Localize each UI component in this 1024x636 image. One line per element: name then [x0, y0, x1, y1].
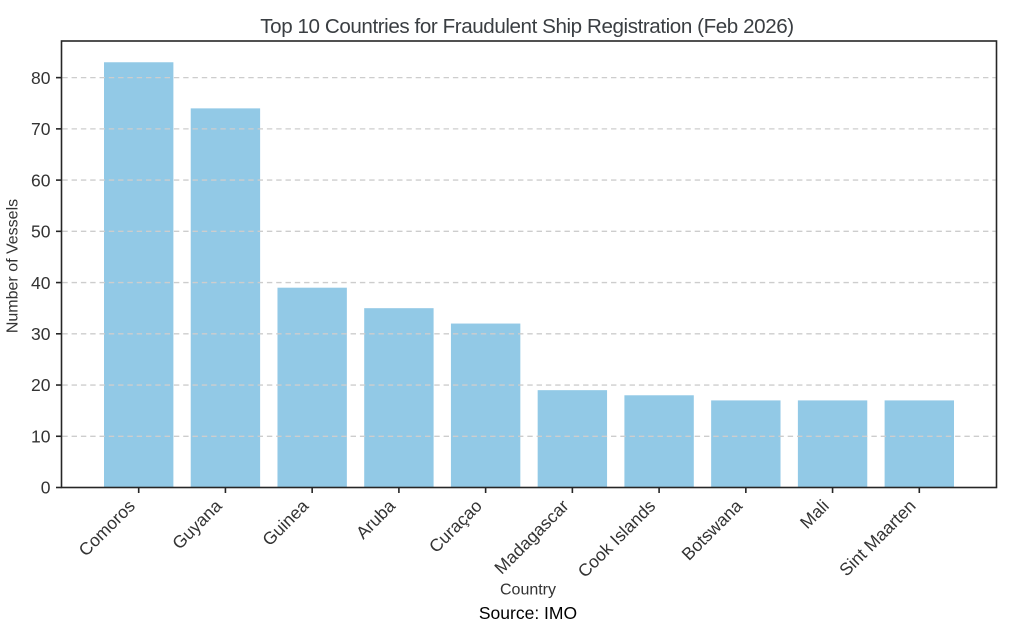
svg-text:0: 0 — [41, 478, 51, 498]
svg-text:Country: Country — [500, 581, 556, 598]
svg-text:40: 40 — [31, 273, 51, 293]
svg-text:60: 60 — [31, 170, 51, 190]
svg-text:50: 50 — [31, 222, 51, 242]
svg-text:80: 80 — [31, 68, 51, 88]
svg-text:70: 70 — [31, 119, 51, 139]
svg-text:10: 10 — [31, 426, 51, 446]
svg-text:30: 30 — [31, 324, 51, 344]
svg-text:Number of Vessels: Number of Vessels — [5, 199, 22, 333]
svg-text:Source: IMO: Source: IMO — [479, 603, 577, 623]
svg-text:20: 20 — [31, 375, 51, 395]
svg-text:Top 10 Countries for Fraudulen: Top 10 Countries for Fraudulent Ship Reg… — [260, 15, 793, 38]
